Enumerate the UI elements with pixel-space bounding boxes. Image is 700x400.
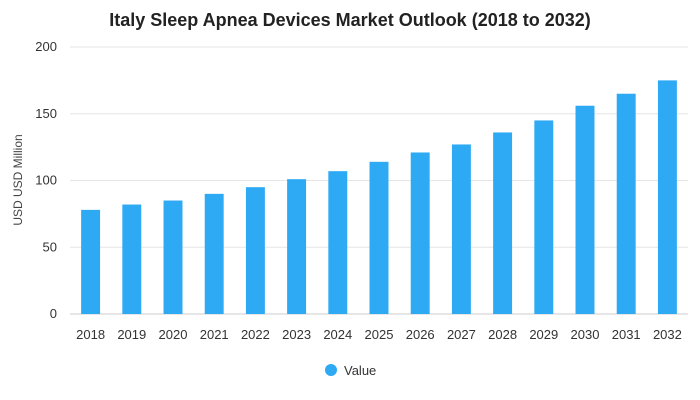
y-tick-label: 0	[50, 306, 57, 321]
bar-2018[interactable]	[81, 209, 101, 314]
bar-2020[interactable]	[163, 200, 183, 314]
x-axis-ticks: 2018 2019 2020 2021 2022 2023 2024 2025 2026 2027…	[76, 327, 682, 342]
x-tick-label: 2030	[571, 327, 600, 342]
bar-2030[interactable]	[575, 105, 595, 315]
legend-swatch-value	[325, 364, 337, 376]
x-tick-label: 2029	[529, 327, 558, 342]
bars	[81, 80, 677, 315]
bar-2026[interactable]	[410, 152, 430, 314]
bar-2021[interactable]	[204, 193, 224, 314]
bar-2023[interactable]	[287, 179, 307, 314]
bar-2022[interactable]	[245, 187, 265, 314]
legend-label-value: Value	[344, 363, 376, 378]
y-tick-label: 200	[35, 39, 57, 54]
bar-2029[interactable]	[534, 120, 554, 314]
x-tick-label: 2022	[241, 327, 270, 342]
y-axis-ticks: 0 50 100 150 200	[35, 39, 57, 321]
x-tick-label: 2032	[653, 327, 682, 342]
bar-2032[interactable]	[657, 80, 677, 314]
legend[interactable]: Value	[325, 363, 376, 378]
y-tick-label: 50	[43, 239, 57, 254]
x-tick-label: 2020	[159, 327, 188, 342]
x-tick-label: 2021	[200, 327, 229, 342]
bar-2024[interactable]	[328, 171, 348, 314]
bar-2031[interactable]	[616, 93, 636, 314]
x-tick-label: 2026	[406, 327, 435, 342]
bar-2019[interactable]	[122, 204, 142, 314]
x-tick-label: 2031	[612, 327, 641, 342]
y-tick-label: 100	[35, 173, 57, 188]
x-tick-label: 2023	[282, 327, 311, 342]
y-axis-label: USD USD Million	[11, 134, 25, 225]
bar-2028[interactable]	[493, 132, 513, 314]
x-tick-label: 2027	[447, 327, 476, 342]
x-tick-label: 2025	[365, 327, 394, 342]
chart-title: Italy Sleep Apnea Devices Market Outlook…	[109, 10, 591, 30]
x-tick-label: 2019	[117, 327, 146, 342]
x-tick-label: 2024	[323, 327, 352, 342]
y-tick-label: 150	[35, 106, 57, 121]
bar-2027[interactable]	[451, 144, 471, 314]
x-tick-label: 2018	[76, 327, 105, 342]
x-tick-label: 2028	[488, 327, 517, 342]
bar-2025[interactable]	[369, 161, 389, 314]
